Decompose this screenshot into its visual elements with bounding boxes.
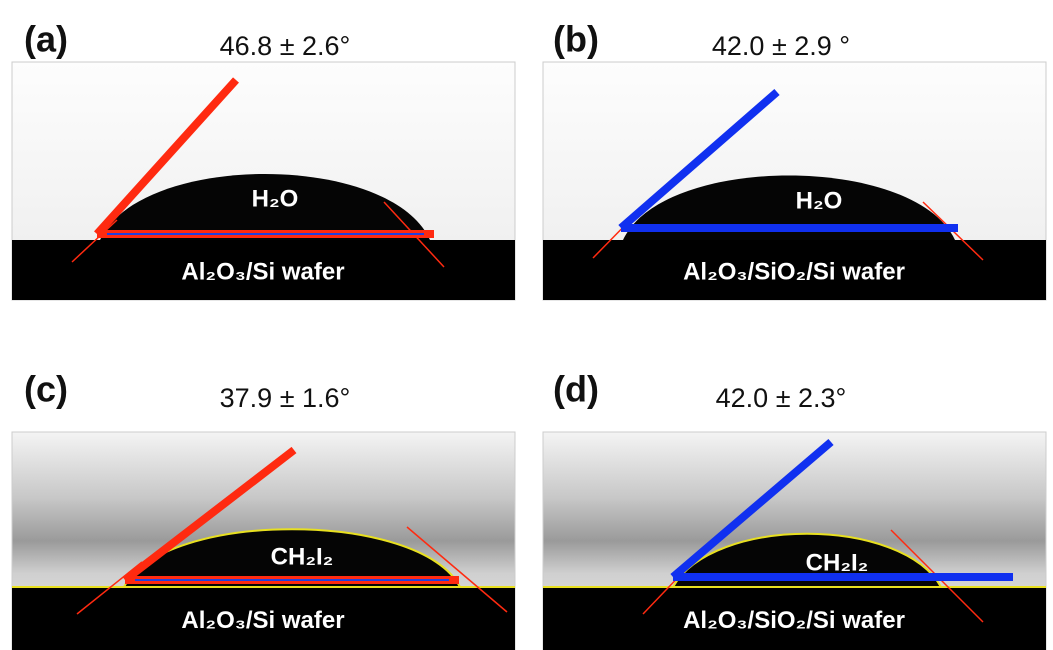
substrate	[12, 587, 515, 650]
angle-text: 46.8 ± 2.6°	[220, 31, 351, 61]
contact-angle-line	[94, 77, 239, 237]
photo: H₂O Al₂O₃/Si wafer	[11, 61, 516, 301]
liquid-label: H₂O	[252, 185, 299, 212]
angle-text: 37.9 ± 1.6°	[220, 383, 351, 413]
panel-label: (a)	[24, 19, 68, 60]
photo: H₂O Al₂O₃/SiO₂/Si wafer	[542, 61, 1047, 301]
photo: CH₂I₂ Al₂O₃/Si wafer	[11, 431, 516, 650]
droplet	[623, 175, 955, 240]
contact-angle-line	[618, 88, 780, 232]
substrate-label: Al₂O₃/SiO₂/Si wafer	[683, 607, 905, 634]
substrate-label: Al₂O₃/Si wafer	[181, 258, 344, 285]
contact-angle-line	[670, 438, 834, 581]
panel-label: (c)	[24, 369, 68, 410]
panel-label: (d)	[553, 369, 599, 410]
liquid-label: CH₂I₂	[271, 543, 334, 570]
substrate	[543, 240, 1046, 300]
substrate	[12, 240, 515, 300]
substrate-label: Al₂O₃/SiO₂/Si wafer	[683, 258, 905, 285]
contact-angle-line	[122, 446, 297, 584]
liquid-label: H₂O	[796, 187, 843, 214]
liquid-label: CH₂I₂	[806, 549, 869, 576]
angle-text: 42.0 ± 2.3°	[716, 383, 847, 413]
photo: CH₂I₂ Al₂O₃/SiO₂/Si wafer	[542, 431, 1047, 650]
tangent	[71, 219, 118, 263]
substrate-label: Al₂O₃/Si wafer	[181, 607, 344, 634]
angle-text: 42.0 ± 2.9 °	[712, 31, 850, 61]
droplet	[100, 174, 430, 240]
tangent	[406, 526, 508, 613]
substrate	[543, 587, 1046, 650]
panel-label: (b)	[553, 19, 599, 60]
